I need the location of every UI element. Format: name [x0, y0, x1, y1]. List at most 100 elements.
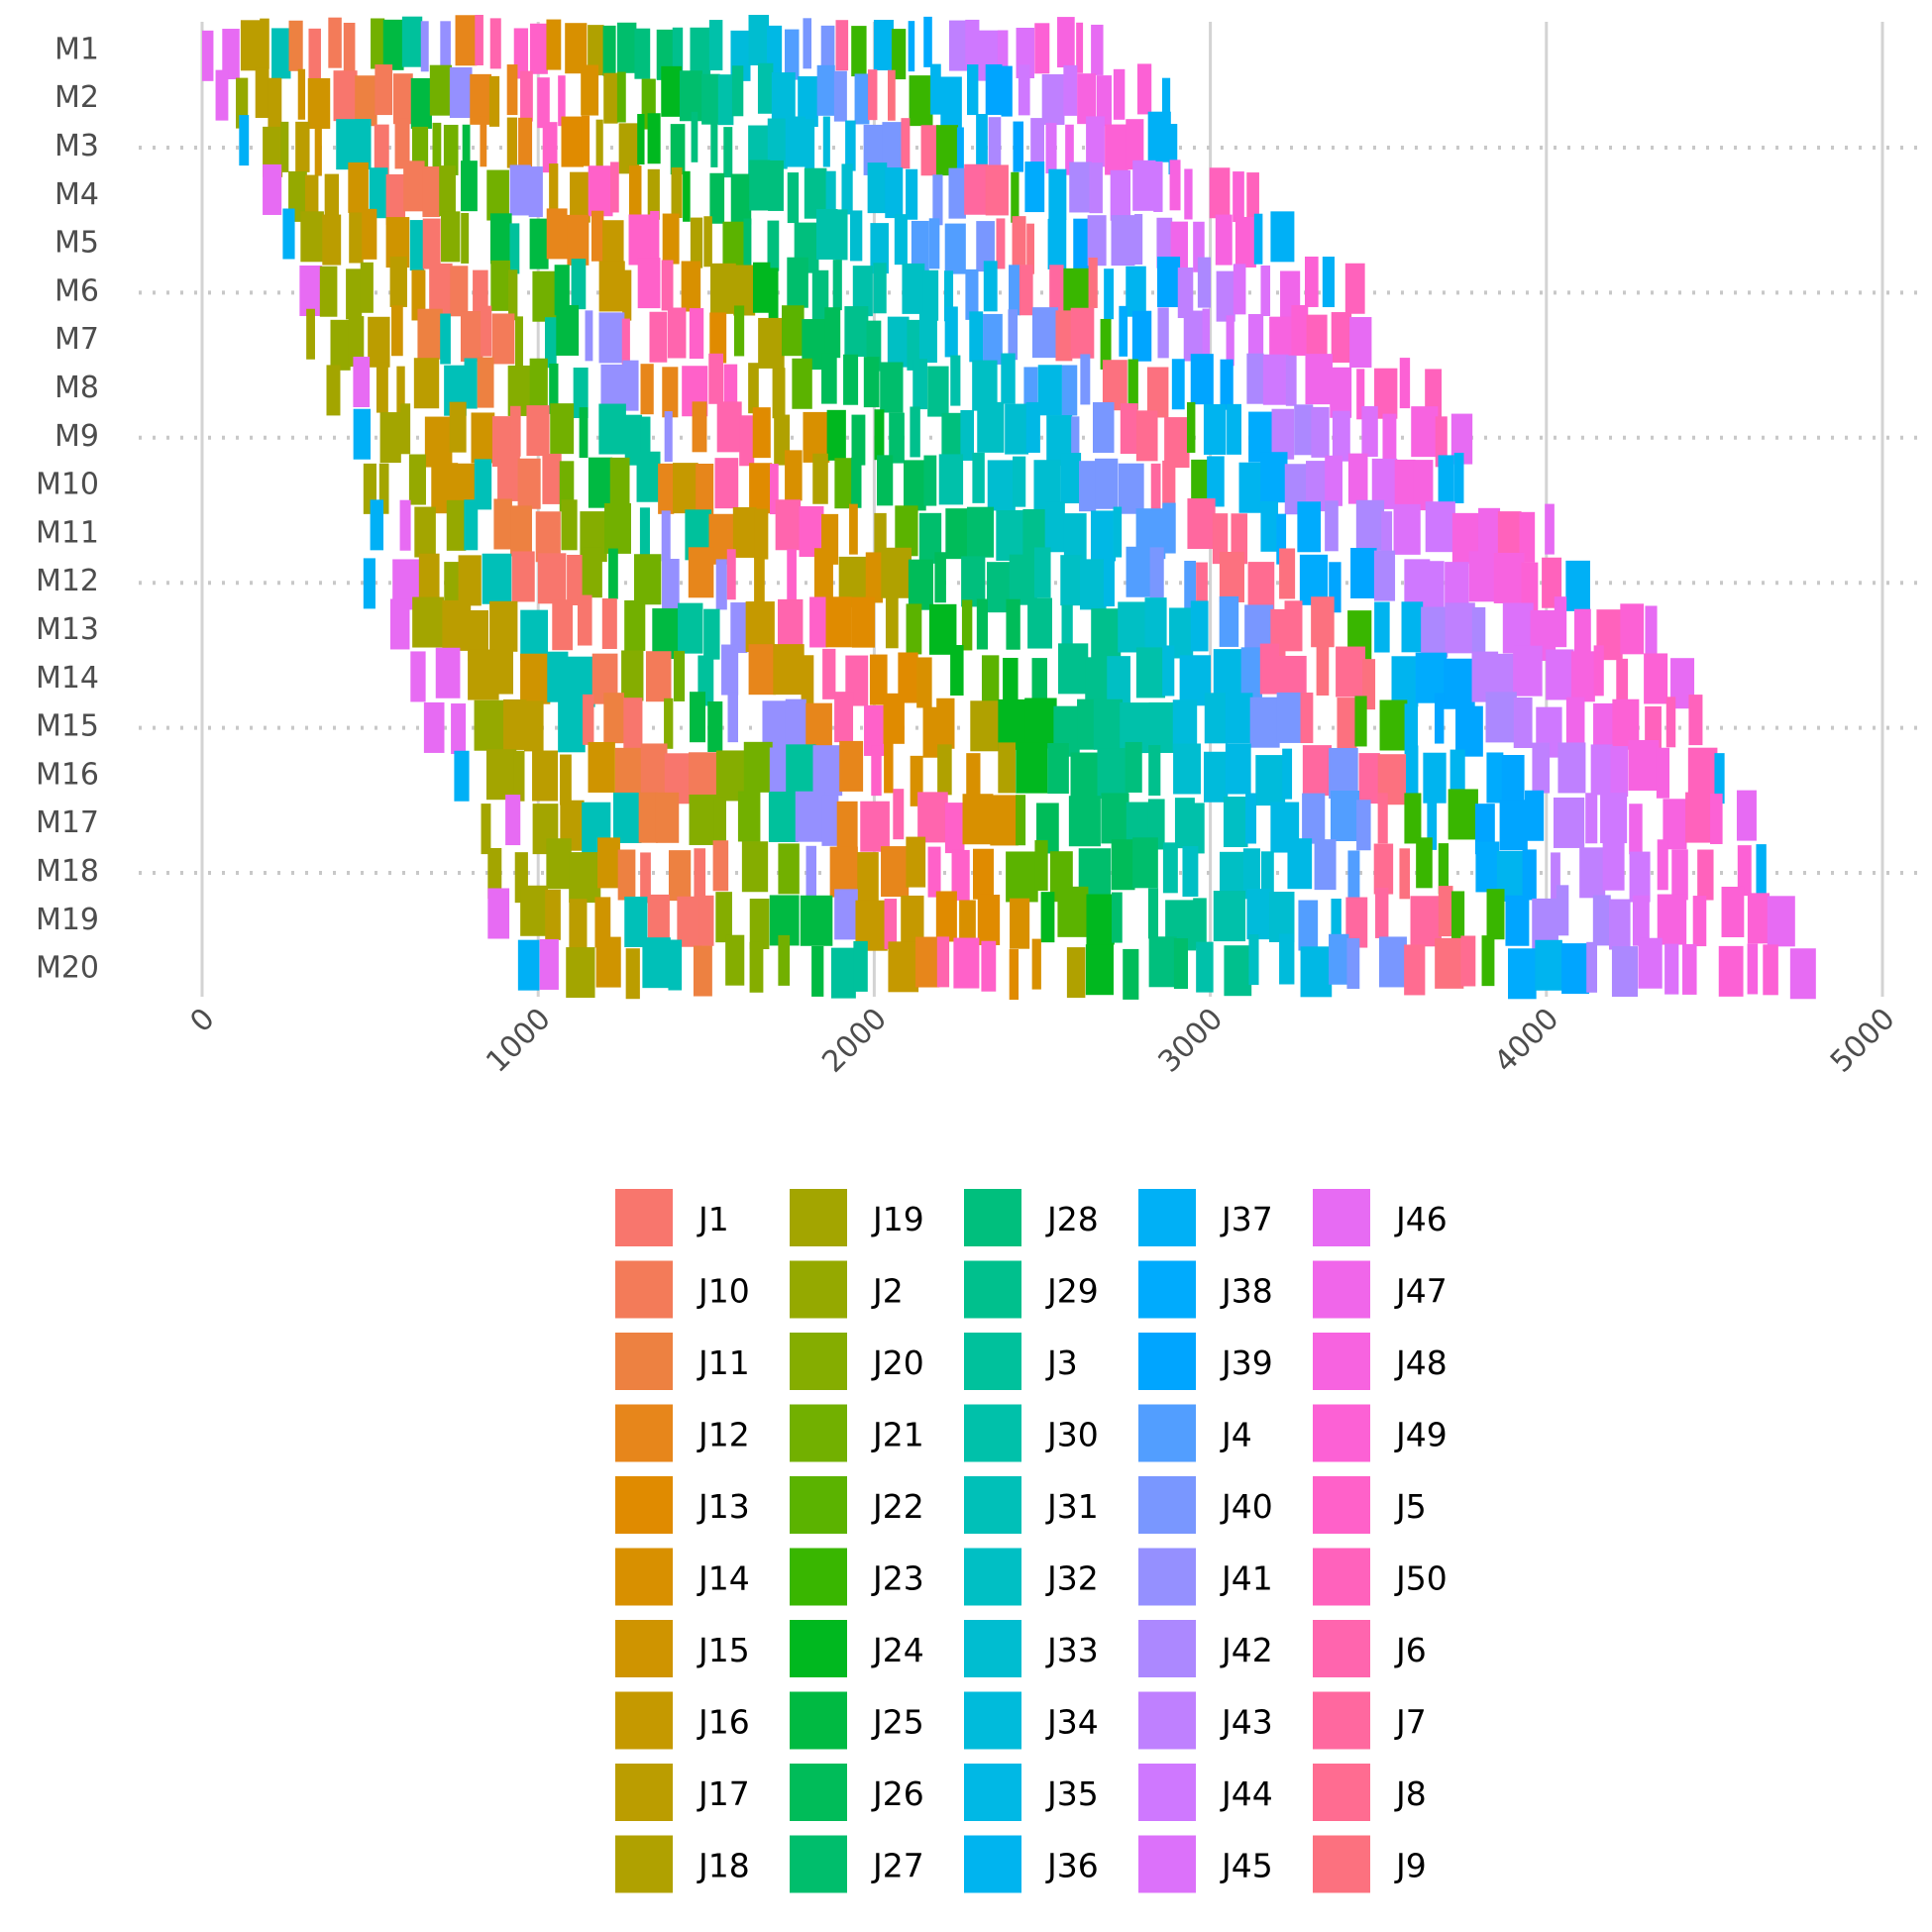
gantt-bar — [1401, 601, 1424, 653]
gantt-bar — [922, 269, 939, 321]
gantt-bar — [598, 261, 625, 312]
gantt-bar — [441, 211, 461, 263]
legend-label: J38 — [1220, 1272, 1273, 1311]
gantt-bar — [691, 111, 698, 162]
gantt-bar — [894, 214, 908, 266]
gantt-bar — [1147, 888, 1159, 939]
gantt-bar — [936, 936, 950, 988]
gantt-bar — [1276, 513, 1287, 565]
gantt-bar — [1330, 791, 1359, 842]
gantt-bar — [1024, 698, 1057, 749]
gantt-bar — [937, 744, 952, 796]
gantt-bar — [936, 698, 955, 749]
gantt-bar — [655, 792, 680, 843]
gantt-bar — [835, 20, 849, 71]
legend-label: J25 — [871, 1703, 924, 1742]
gantt-bar — [546, 19, 562, 70]
gantt-bar — [1586, 941, 1598, 993]
gantt-bar — [1162, 502, 1176, 554]
gantt-bar — [1282, 748, 1293, 800]
legend-label: J46 — [1394, 1200, 1448, 1238]
gantt-bar — [990, 795, 1019, 846]
gantt-bar — [709, 312, 727, 364]
gantt-bar — [1556, 885, 1569, 936]
gantt-bar — [1413, 460, 1434, 511]
legend-label: J45 — [1220, 1847, 1273, 1885]
gantt-bar — [887, 316, 910, 368]
gantt-bar — [813, 548, 833, 599]
gantt-bar — [491, 313, 515, 365]
gantt-bar — [948, 20, 968, 71]
gantt-bar — [843, 354, 859, 405]
gantt-bar — [1262, 354, 1289, 405]
gantt-bar — [860, 801, 890, 852]
gantt-bar — [845, 120, 856, 171]
gantt-bar — [1298, 900, 1319, 951]
gantt-bar — [594, 897, 611, 948]
gantt-bar — [378, 463, 389, 514]
gantt-bar — [1204, 693, 1229, 744]
gantt-bar — [1253, 213, 1263, 265]
y-tick-label: M1 — [54, 32, 99, 66]
gantt-bar — [961, 599, 973, 651]
gantt-bar — [1329, 747, 1358, 799]
gantt-bar — [446, 499, 467, 551]
gantt-bar — [532, 270, 557, 322]
gantt-bar — [326, 365, 341, 416]
legend-label: J1 — [697, 1200, 729, 1238]
gantt-bar — [662, 559, 680, 610]
legend: J1 J10 J11 J12 J13 J14 J15 J16 J17 J18 J19 J2 J20 J21… — [615, 1189, 1448, 1893]
gantt-bar — [1238, 462, 1261, 513]
gantt-bar — [571, 259, 587, 310]
gantt-bar — [271, 28, 291, 79]
gantt-bar — [385, 217, 410, 268]
gantt-bar — [822, 116, 830, 167]
gantt-bar — [1013, 121, 1024, 172]
gantt-bar — [1404, 944, 1426, 996]
gantt-bar — [1079, 559, 1107, 610]
gantt-bar — [295, 121, 310, 172]
gantt-bar — [1285, 355, 1297, 406]
legend-key — [1313, 1189, 1370, 1246]
gantt-bar — [617, 849, 636, 901]
legend-label: J5 — [1394, 1487, 1427, 1526]
gantt-bar — [1736, 790, 1757, 841]
gantt-bar — [917, 792, 948, 843]
gantt-bar — [1416, 837, 1433, 889]
gantt-bar — [1104, 268, 1115, 320]
gantt-bar — [422, 218, 441, 269]
gantt-bar — [508, 269, 518, 321]
gantt-bar — [770, 464, 779, 515]
y-axis-labels: M1 M2 M3 M4 M5 M6 M7 M8 M9 M10 M11 M12 M13 M14 M15 M16 M… — [36, 32, 99, 985]
gantt-bar — [566, 947, 595, 999]
gantt-bar — [1101, 793, 1129, 844]
gantt-bar — [873, 263, 887, 314]
gantt-bar — [1207, 456, 1225, 507]
gantt-bar — [560, 754, 572, 805]
gantt-bar — [1060, 555, 1083, 606]
legend-label: J8 — [1394, 1774, 1427, 1813]
gantt-bar — [1611, 946, 1639, 998]
gantt-bar — [726, 549, 736, 600]
gantt-bar — [493, 498, 512, 550]
gantt-bar — [1322, 257, 1335, 308]
gantt-bar — [1259, 643, 1280, 695]
gantt-bar — [671, 166, 683, 218]
gantt-bar — [882, 122, 903, 173]
gantt-bar — [400, 403, 411, 455]
gantt-bar — [1057, 886, 1089, 937]
gantt-bar — [1057, 17, 1075, 68]
legend-label: J15 — [697, 1631, 750, 1669]
gantt-bar — [391, 305, 403, 357]
gantt-bar — [1302, 745, 1333, 797]
gantt-bar — [474, 459, 492, 510]
gantt-bar — [409, 220, 425, 271]
gantt-bar — [888, 941, 919, 993]
gantt-bar — [544, 317, 557, 369]
gantt-bar — [1107, 656, 1130, 707]
gantt-bar — [297, 68, 306, 120]
gantt-bar — [752, 262, 771, 313]
gantt-bar — [464, 358, 478, 409]
gantt-bar — [983, 261, 998, 312]
y-tick-label: M2 — [54, 80, 99, 115]
